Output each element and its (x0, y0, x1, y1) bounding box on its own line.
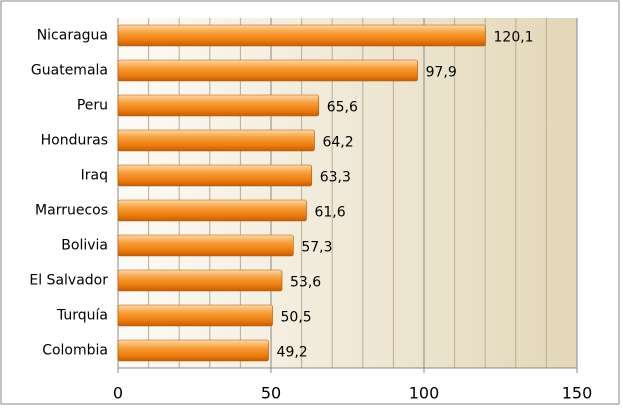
bar (117, 269, 283, 292)
x-tick-label: 0 (113, 384, 123, 403)
y-tick-label: Iraq (81, 168, 108, 184)
bar (117, 234, 294, 257)
y-tick-label: El Salvador (29, 273, 108, 289)
bar (117, 59, 418, 82)
x-tick-label: 150 (562, 384, 593, 403)
bar (117, 164, 312, 187)
value-label: 50,5 (281, 310, 312, 326)
x-tick-label: 50 (261, 384, 281, 403)
y-tick-label: Marruecos (35, 203, 108, 219)
y-tick-label: Peru (77, 98, 108, 114)
value-label: 64,2 (322, 135, 353, 151)
y-tick-label: Nicaragua (37, 28, 108, 44)
value-label: 120,1 (494, 30, 534, 46)
y-tick-label: Turquía (56, 308, 108, 324)
bar (117, 304, 273, 327)
value-label: 57,3 (301, 240, 332, 256)
bar (117, 339, 269, 362)
value-label: 49,2 (277, 345, 308, 361)
value-label: 53,6 (290, 275, 321, 291)
bar (117, 94, 320, 117)
value-label: 97,9 (426, 65, 457, 81)
bar (117, 199, 307, 222)
y-tick-label: Guatemala (31, 63, 108, 79)
x-tick-label: 100 (409, 384, 440, 403)
y-tick-label: Colombia (42, 343, 108, 359)
bar (117, 24, 486, 47)
value-label: 65,6 (327, 100, 358, 116)
value-label: 63,3 (320, 170, 351, 186)
value-label: 61,6 (314, 205, 345, 221)
y-tick-label: Bolivia (61, 238, 108, 254)
y-tick-label: Honduras (41, 133, 108, 149)
bar (117, 129, 315, 152)
